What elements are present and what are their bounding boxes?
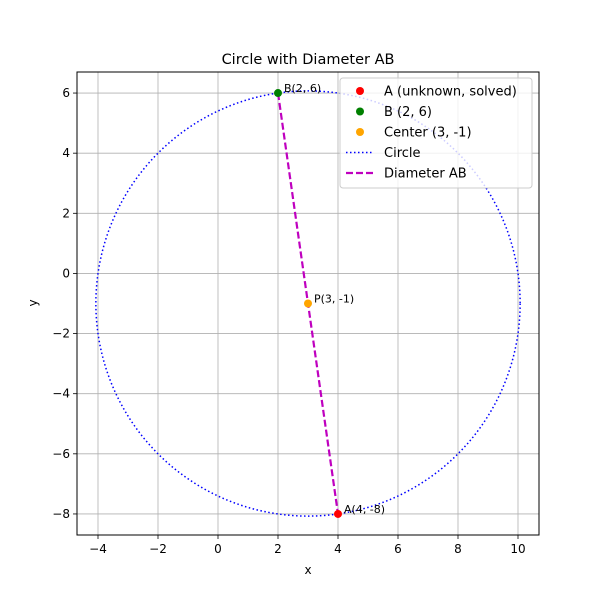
y-tick-label: 2: [62, 206, 70, 220]
y-tick-label: 6: [62, 86, 70, 100]
legend-entry-a-swatch: [356, 87, 364, 95]
legend-box: [339, 77, 533, 189]
x-tick-label: −4: [89, 542, 107, 556]
x-axis-label: x: [304, 563, 311, 577]
x-tick-label: −2: [149, 542, 167, 556]
y-tick-label: −2: [52, 327, 70, 341]
plot-frame: [76, 71, 540, 536]
point-a-annotation: A(4, -8): [344, 503, 385, 516]
y-tick-label: −8: [52, 507, 70, 521]
x-tick-label: 4: [334, 542, 342, 556]
point-b-annotation: B(2, 6): [284, 82, 321, 95]
y-tick-label: 4: [62, 146, 70, 160]
point-center-annotation: P(3, -1): [314, 293, 354, 306]
x-tick-label: 0: [214, 542, 222, 556]
y-axis-label: y: [26, 299, 40, 306]
legend-entry-b-label: B (2, 6): [384, 105, 432, 120]
point-center-marker: [304, 299, 312, 308]
y-tick-label: 0: [62, 266, 70, 280]
point-b-marker: [274, 89, 282, 98]
x-tick-label: 2: [274, 542, 282, 556]
legend-entry-center-swatch: [356, 128, 364, 136]
x-tick-label: 8: [454, 542, 462, 556]
legend-entry-circle-label: Circle: [384, 146, 421, 161]
plot-series: A(4, -8) B(2, 6) P(3, -1): [95, 82, 521, 518]
y-tick-label: −4: [52, 387, 70, 401]
axis-ticks: −4 −2 0 2 4 6 8 10 −8 −6 −4 −2 0 2 4 6: [52, 86, 525, 556]
legend-entry-a-label: A (unknown, solved): [384, 85, 517, 100]
x-tick-label: 6: [394, 542, 402, 556]
legend-entry-center-label: Center (3, -1): [384, 126, 472, 141]
circle-curve: [95, 90, 521, 517]
x-tick-label: 10: [510, 542, 525, 556]
legend: A (unknown, solved) B (2, 6) Center (3, -1…: [339, 77, 533, 189]
legend-entry-b-swatch: [356, 107, 364, 116]
chart-title: Circle with Diameter AB: [222, 52, 395, 68]
point-a-marker: [334, 509, 342, 518]
y-tick-label: −6: [52, 447, 70, 461]
legend-entry-diameter-label: Diameter AB: [384, 167, 467, 182]
